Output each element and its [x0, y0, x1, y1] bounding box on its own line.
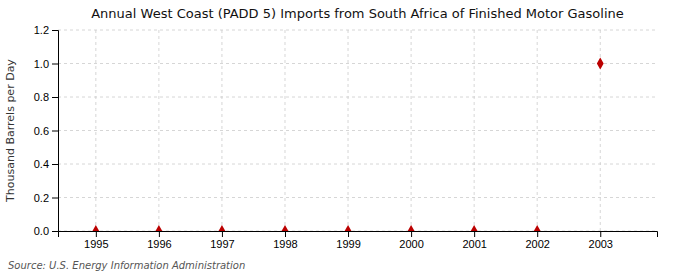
grid-line-x	[411, 30, 412, 231]
y-tick-mark	[52, 198, 58, 199]
x-tick: 2001	[462, 231, 486, 250]
point	[155, 225, 162, 231]
grid-line-y	[58, 130, 657, 131]
point	[92, 225, 99, 231]
plot: 1995199619971998199920002001200220030.00…	[34, 24, 658, 250]
y-tick: 1.0	[34, 58, 58, 70]
x-tick-label: 1995	[84, 238, 108, 250]
x-tick-label: 2003	[589, 238, 613, 250]
point	[534, 225, 541, 231]
grid-line-y	[58, 30, 657, 31]
y-axis-title: Thousand Barrels per Day	[4, 59, 17, 203]
x-tick-mark	[96, 231, 97, 237]
point	[345, 225, 352, 231]
x-tick: 1998	[273, 231, 297, 250]
point	[219, 225, 226, 231]
x-tick-mark	[285, 231, 286, 237]
y-tick: 0.8	[34, 91, 58, 103]
x-tick-label: 1997	[210, 238, 234, 250]
y-tick-label: 1.0	[34, 58, 49, 70]
y-tick-label: 1.2	[34, 24, 49, 36]
grid	[58, 30, 657, 231]
x-tick-mark	[600, 231, 601, 237]
points	[92, 58, 603, 231]
y-tick-mark	[52, 231, 58, 232]
chart: 1995199619971998199920002001200220030.00…	[0, 0, 675, 275]
x-tick-label: 1998	[273, 238, 297, 250]
title: Annual West Coast (PADD 5) Imports from …	[91, 6, 624, 21]
y-tick-mark	[52, 64, 58, 65]
x-tick-mark	[537, 231, 538, 237]
point	[282, 225, 289, 231]
y-tick-mark	[52, 164, 58, 165]
y-tick-label: 0.8	[34, 91, 49, 103]
x-tick-label: 2001	[462, 238, 486, 250]
x-tick-mark	[474, 231, 475, 237]
y-tick-label: 0.0	[34, 225, 49, 237]
y-tick-label: 0.2	[34, 192, 49, 204]
source: Source: U.S. Energy Information Administ…	[8, 260, 245, 271]
y-axis-line	[52, 31, 59, 232]
x-tick: 1997	[210, 231, 234, 250]
x-tick-mark	[222, 231, 223, 237]
grid-line-x	[284, 30, 285, 231]
x-tick-label: 1996	[147, 238, 171, 250]
x-tick-mark	[159, 231, 160, 237]
x-tick: 2000	[399, 231, 423, 250]
y-tick-mark	[52, 97, 58, 98]
y-axis: 0.0 0.2 0.4 0.6 0.8 1.0 1.2	[34, 24, 59, 237]
x-axis-line	[59, 232, 658, 238]
grid-line-y	[58, 164, 657, 165]
grid-line-y	[58, 97, 657, 98]
x-tick-label: 2000	[399, 238, 423, 250]
x-tick-mark	[348, 231, 349, 237]
x-tick-label: 2002	[525, 238, 549, 250]
y-tick: 0.0	[34, 225, 58, 237]
point	[597, 58, 604, 70]
point	[408, 225, 415, 231]
x-tick: 2003	[589, 231, 613, 250]
y-tick: 0.6	[34, 125, 58, 137]
y-tick-mark	[52, 30, 58, 31]
x-tick-mark	[411, 231, 412, 237]
grid-line-x	[158, 30, 159, 231]
x-tick: 1995	[84, 231, 108, 250]
y-tick: 0.2	[34, 192, 58, 204]
grid-line-y	[58, 63, 657, 64]
x-tick-label: 1999	[336, 238, 360, 250]
y-tick: 0.4	[34, 158, 58, 170]
y-tick-mark	[52, 131, 58, 132]
grid-line-x	[537, 30, 538, 231]
x-tick: 1999	[336, 231, 360, 250]
x-tick: 2002	[525, 231, 549, 250]
x-axis: 1995 1996 1997 1998 1999 2000 2001 2002 2003	[59, 231, 658, 250]
point	[471, 225, 478, 231]
y-tick: 1.2	[34, 24, 58, 36]
y-tick-label: 0.4	[34, 158, 49, 170]
grid-line-y	[58, 197, 657, 198]
x-tick: 1996	[147, 231, 171, 250]
y-tick-label: 0.6	[34, 125, 49, 137]
